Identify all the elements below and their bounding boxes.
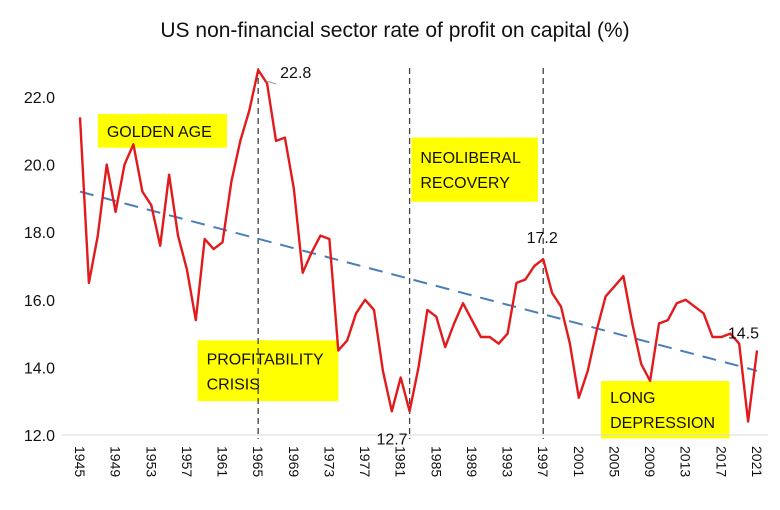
data-label-1982: 12.7 [376,431,407,448]
x-tick-label: 1993 [500,446,516,477]
x-tick-label: 1965 [250,446,266,477]
profit-rate-line [78,68,759,423]
annotation-text: NEOLIBERAL [420,150,521,167]
annotation-text: PROFITABILITY [207,351,324,368]
annotation-text: LONG [610,390,655,407]
annotation-text: GOLDEN AGE [107,124,212,141]
y-tick-label: 20.0 [24,158,55,175]
annotation-text: RECOVERY [420,175,510,192]
annotation-golden-age: GOLDEN AGE [97,113,227,148]
data-label-1965: 22.8 [280,65,311,82]
annotation-box [97,113,227,148]
y-tick-label: 22.0 [24,90,55,107]
annotations: GOLDEN AGE NEOLIBERAL RECOVERY PROFITABILIT… [97,113,730,439]
x-tick-label: 2013 [678,446,694,477]
y-tick-label: 12.0 [24,428,55,445]
period-dividers [257,68,544,439]
data-label-2021: 14.5 [728,326,759,343]
data-label-1997: 17.2 [527,230,558,247]
y-axis: 12.0 14.0 16.0 18.0 20.0 22.0 [24,90,55,445]
x-tick-label: 2009 [642,446,658,477]
annotation-text: DEPRESSION [610,415,715,432]
x-axis: 1945 1949 1953 1957 1961 1965 1969 1973 1977 1981… [72,446,765,477]
data-label-leader [266,80,277,85]
annotation-text: CRISIS [207,376,260,393]
x-tick-label: 2017 [713,446,729,477]
trend-line [79,190,758,372]
annotation-box [411,137,538,202]
chart-title: US non-financial sector rate of profit o… [160,19,629,42]
annotation-neoliberal-recovery: NEOLIBERAL RECOVERY [411,137,538,202]
x-tick-label: 2021 [749,446,765,477]
x-tick-label: 1981 [393,446,409,477]
x-tick-label: 1985 [428,446,444,477]
x-tick-label: 1949 [108,446,124,477]
x-tick-label: 1969 [286,446,302,477]
x-tick-label: 1961 [215,446,231,477]
x-tick-label: 1945 [72,446,88,477]
y-tick-label: 16.0 [24,293,55,310]
annotation-profitability-crisis: PROFITABILITY CRISIS [197,340,339,402]
data-labels: 22.8 12.7 17.2 14.5 [266,65,759,448]
y-tick-label: 18.0 [24,225,55,242]
x-tick-label: 2005 [606,446,622,477]
annotation-box [601,380,730,439]
x-tick-label: 1977 [357,446,373,477]
x-tick-label: 1989 [464,446,480,477]
x-tick-label: 1957 [179,446,195,477]
x-tick-label: 2001 [571,446,587,477]
x-tick-label: 1997 [535,446,551,477]
x-tick-label: 1953 [143,446,159,477]
x-tick-label: 1973 [321,446,337,477]
annotation-box [197,340,339,402]
annotation-long-depression: LONG DEPRESSION [601,380,730,439]
y-tick-label: 14.0 [24,360,55,377]
